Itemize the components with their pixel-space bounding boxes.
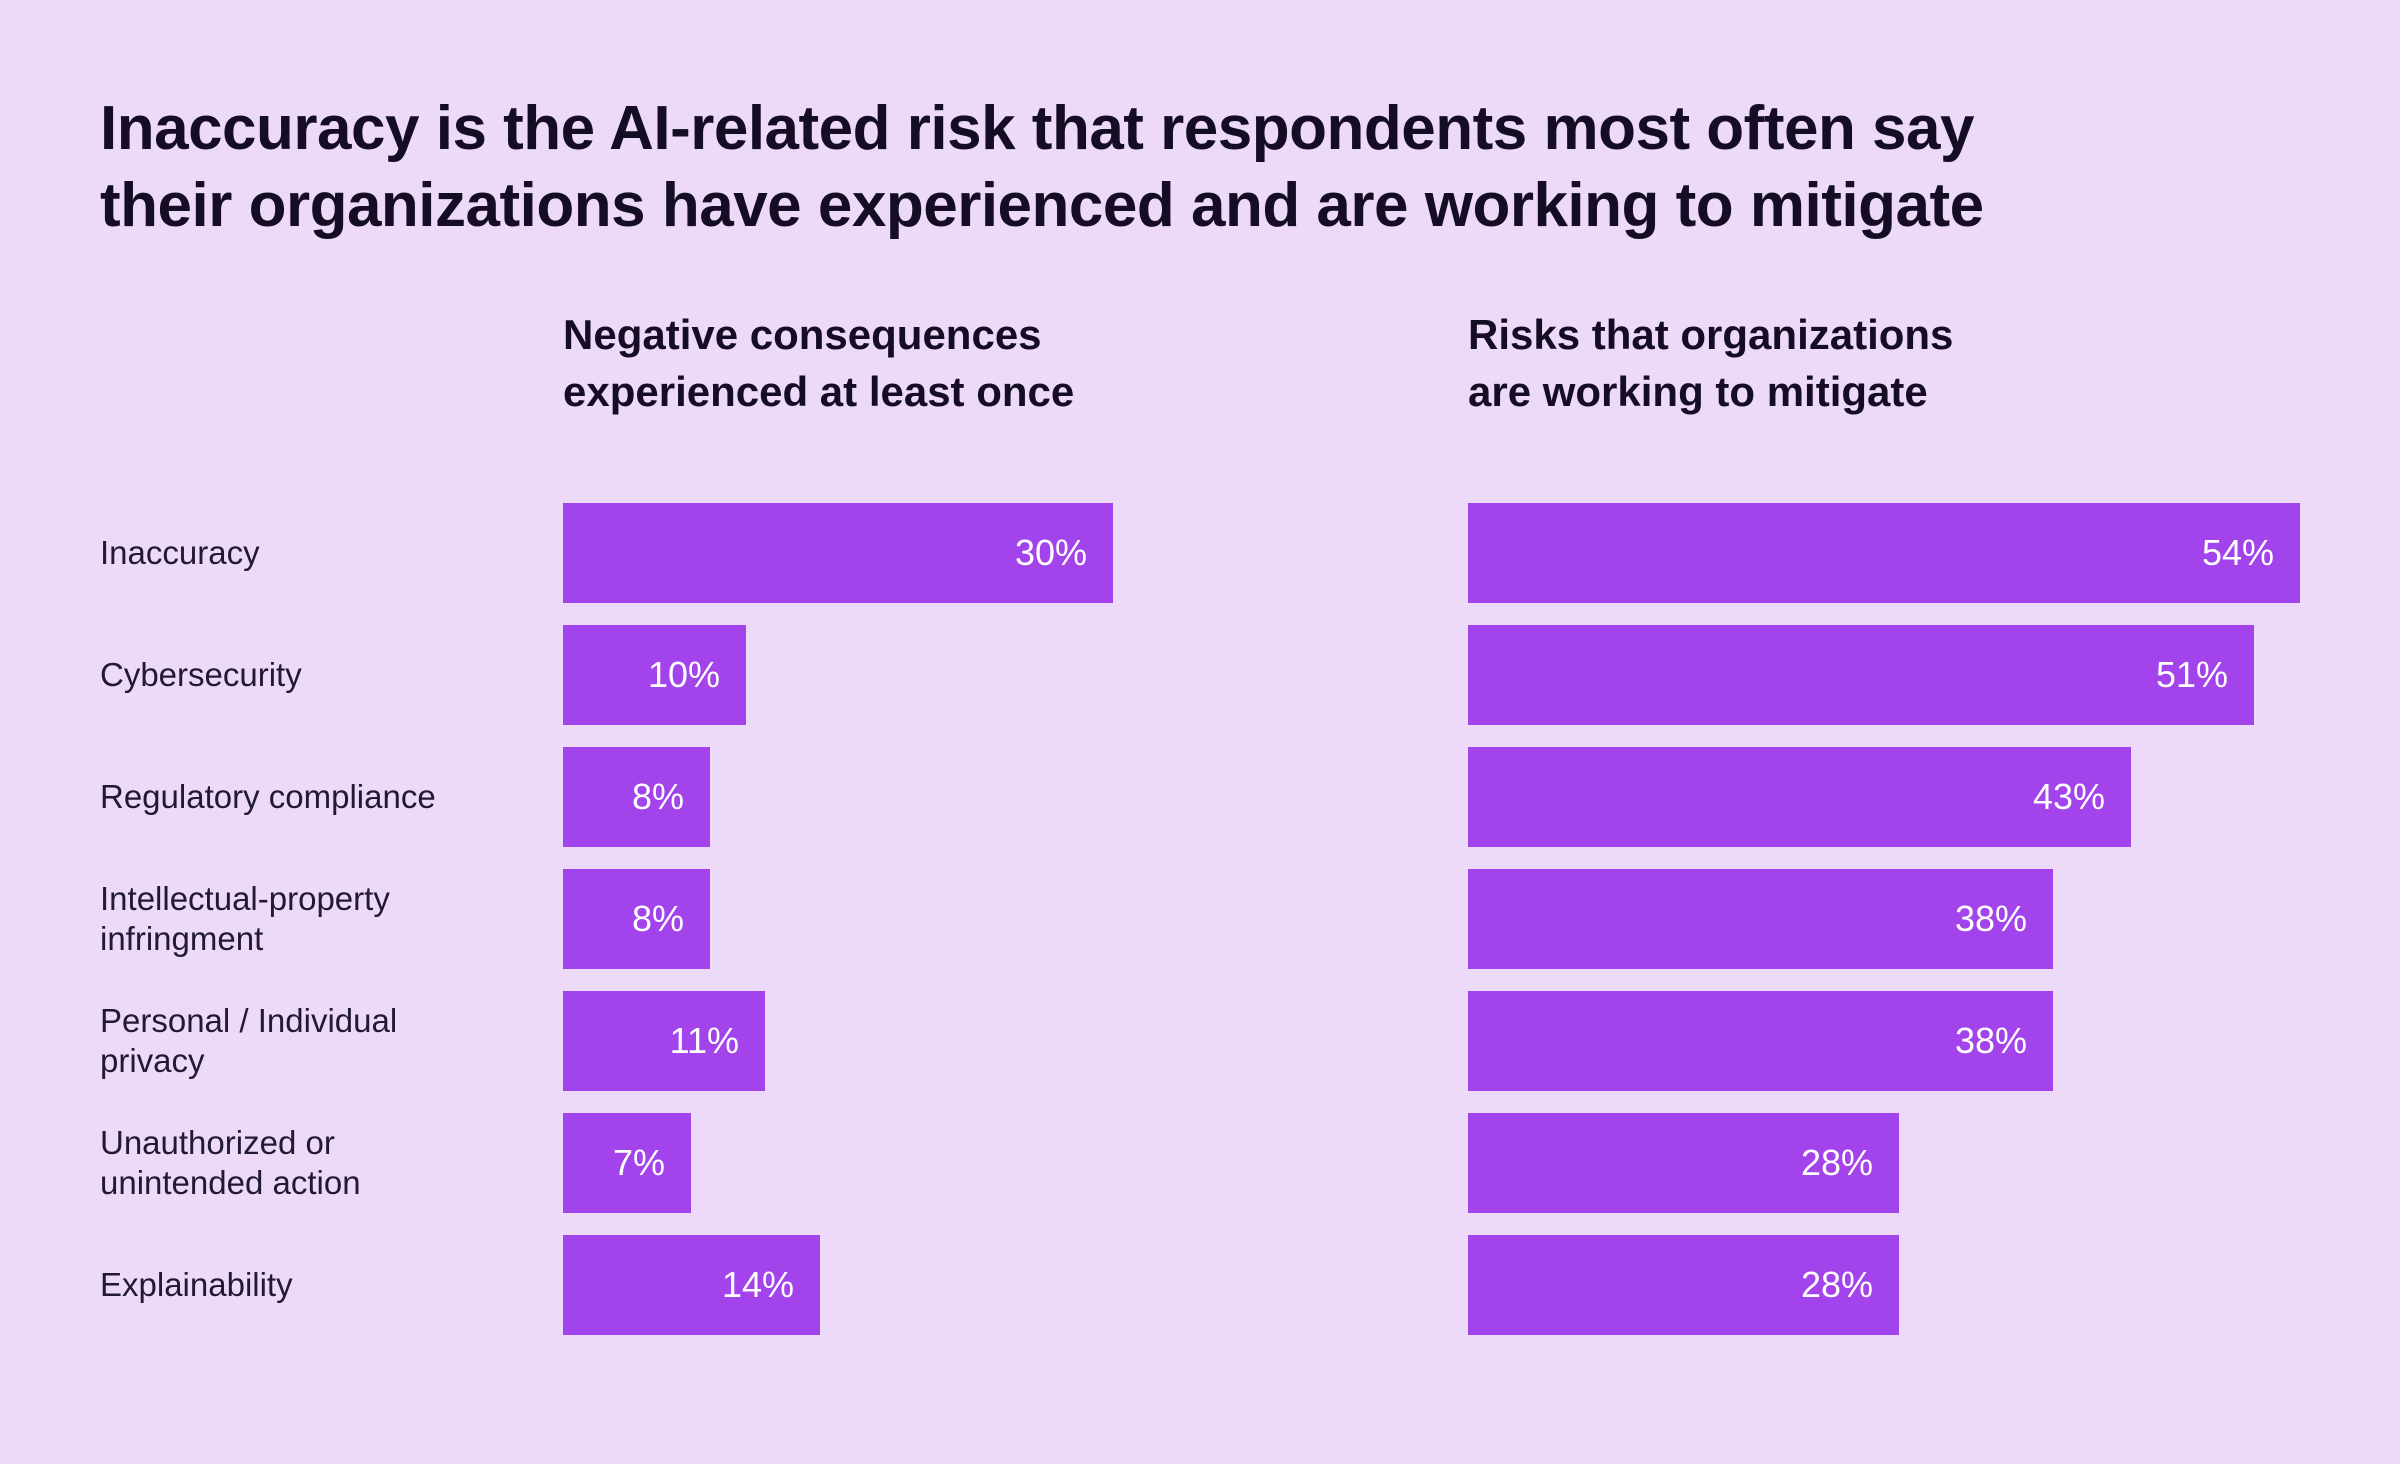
bar-risk-mitigation: 38%: [1468, 869, 2053, 969]
category-label: Intellectual-property infringment: [100, 880, 390, 957]
bar-risk-mitigation: 28%: [1468, 1235, 1899, 1335]
bar-value-label: 28%: [1800, 1142, 1873, 1183]
chart-row-cybersecurity: Cybersecurity 10% 51%: [0, 625, 2400, 725]
chart-row-unauthorized-action: Unauthorized or unintended action 7% 28%: [0, 1113, 2400, 1213]
bar-risk-mitigation: 28%: [1468, 1113, 1899, 1213]
bar-value-label: 43%: [2032, 776, 2105, 817]
chart-row-inaccuracy: Inaccuracy 30% 54%: [0, 503, 2400, 603]
bar-value-label: 14%: [721, 1264, 794, 1305]
category-label: Regulatory compliance: [100, 778, 436, 815]
category-label: Unauthorized or unintended action: [100, 1124, 361, 1201]
bar-risk-mitigation: 43%: [1468, 747, 2131, 847]
bar-value-label: 7%: [612, 1142, 665, 1183]
left-panel-header-line-2: experienced at least once: [563, 368, 1075, 415]
chart-row-ip-infringement: Intellectual-property infringment 8% 38%: [0, 869, 2400, 969]
category-label: Cybersecurity: [100, 656, 302, 693]
bar-risk-mitigation: 51%: [1468, 625, 2254, 725]
bar-negative-consequences: 30%: [563, 503, 1113, 603]
bar-value-label: 28%: [1800, 1264, 1873, 1305]
chart-title-line-2: their organizations have experienced and…: [100, 171, 1984, 240]
bar-negative-consequences: 8%: [563, 869, 710, 969]
category-label: Explainability: [100, 1266, 293, 1303]
left-panel-header: Negative consequences experienced at leas…: [563, 306, 1074, 420]
bar-value-label: 10%: [647, 654, 720, 695]
bar-negative-consequences: 14%: [563, 1235, 820, 1335]
bar-value-label: 51%: [2155, 654, 2228, 695]
category-label: Personal / Individual privacy: [100, 1002, 398, 1079]
bar-negative-consequences: 7%: [563, 1113, 691, 1213]
chart-title-line-1: Inaccuracy is the AI-related risk that r…: [100, 94, 1975, 163]
right-panel-header-line-2: are working to mitigate: [1468, 368, 1928, 415]
bar-value-label: 54%: [2201, 532, 2274, 573]
right-panel-header: Risks that organizations are working to m…: [1468, 306, 1953, 420]
bar-value-label: 8%: [631, 776, 684, 817]
right-panel-header-line-1: Risks that organizations: [1468, 311, 1954, 358]
bar-value-label: 38%: [1954, 898, 2027, 939]
bar-value-label: 8%: [631, 898, 684, 939]
bar-negative-consequences: 10%: [563, 625, 746, 725]
chart-row-regulatory-compliance: Regulatory compliance 8% 43%: [0, 747, 2400, 847]
bar-risk-mitigation: 38%: [1468, 991, 2053, 1091]
bar-value-label: 30%: [1014, 532, 1087, 573]
left-panel-header-line-1: Negative consequences: [563, 311, 1042, 358]
bar-risk-mitigation: 54%: [1468, 503, 2300, 603]
chart-row-explainability: Explainability 14% 28%: [0, 1235, 2400, 1335]
chart-title: Inaccuracy is the AI-related risk that r…: [100, 90, 1984, 244]
bar-value-label: 11%: [669, 1020, 739, 1061]
bar-negative-consequences: 8%: [563, 747, 710, 847]
chart-row-privacy: Personal / Individual privacy 11% 38%: [0, 991, 2400, 1091]
bar-value-label: 38%: [1954, 1020, 2027, 1061]
category-label: Inaccuracy: [100, 534, 260, 571]
bar-negative-consequences: 11%: [563, 991, 765, 1091]
